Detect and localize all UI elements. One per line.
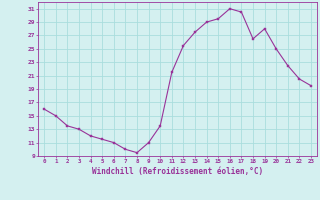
X-axis label: Windchill (Refroidissement éolien,°C): Windchill (Refroidissement éolien,°C) [92,167,263,176]
